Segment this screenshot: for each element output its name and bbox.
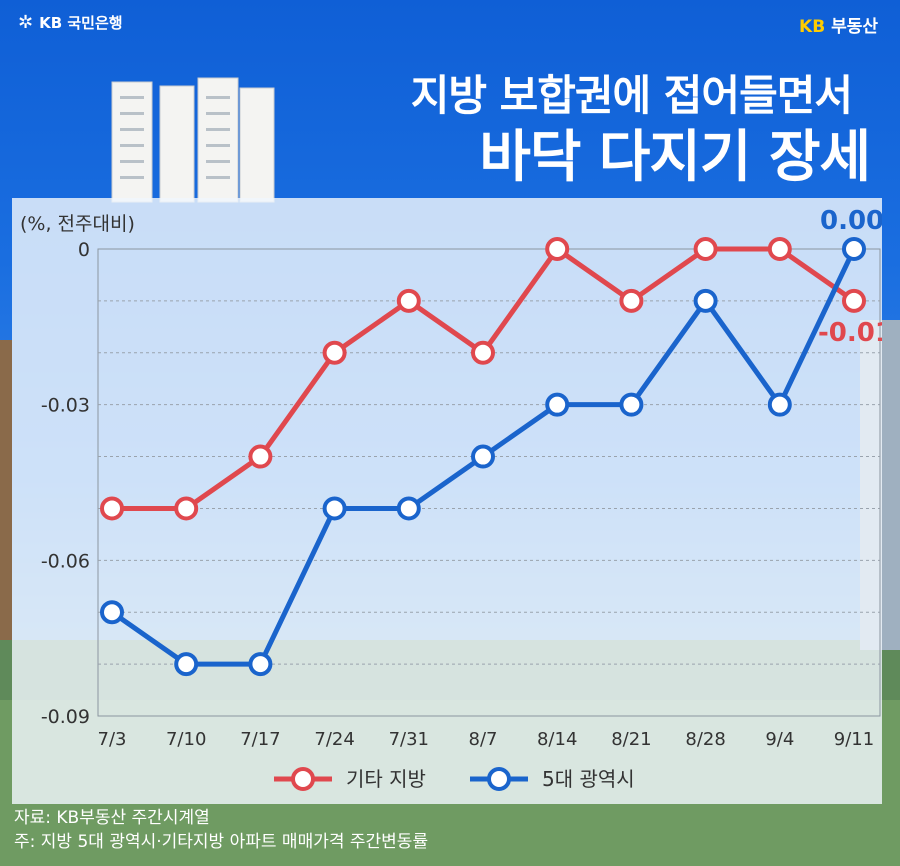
data-point-series-2 [545, 392, 570, 417]
data-point-series-1 [619, 288, 644, 313]
x-tick-label: 7/10 [166, 729, 206, 750]
data-point-series-1 [767, 237, 792, 261]
x-tick-label: 8/21 [611, 729, 651, 750]
legend-label-2: 5대 광역시 [542, 767, 635, 791]
data-point-series-2 [693, 288, 718, 313]
legend-marker-2 [487, 767, 511, 791]
title-line-2: 바닥 다지기 장세 [479, 125, 871, 190]
x-tick-label: 8/28 [685, 729, 725, 750]
end-label-series-2: 0.00 [820, 206, 882, 236]
data-point-series-1 [693, 237, 718, 261]
line-chart: 0 -0.03 -0.06 -0.09 (%, 전주대비) 7/3 7/10 7/17 7/24… [20, 206, 882, 791]
legend-label-1: 기타 지방 [346, 767, 426, 791]
data-point-series-2 [471, 444, 495, 469]
x-tick-label: 7/31 [389, 729, 429, 750]
bank-logo-text: KB 국민은행 [39, 14, 123, 32]
data-point-series-2 [248, 652, 273, 677]
x-tick-label: 8/7 [469, 729, 498, 750]
plot-area [97, 248, 881, 717]
data-point-series-1 [248, 444, 273, 469]
y-unit-label: (%, 전주대비) [20, 213, 135, 235]
brand-name: 부동산 [831, 17, 878, 37]
data-point-series-2 [396, 496, 421, 521]
x-tick-label: 7/3 [98, 729, 127, 750]
data-point-series-1 [471, 340, 495, 365]
x-tick-label: 9/4 [765, 729, 794, 750]
data-point-series-2 [767, 392, 792, 417]
series-line-1 [112, 246, 856, 511]
kb-real-estate-brand: KB 부동산 [799, 12, 878, 37]
title-line-1: 지방 보합권에 접어들면서 [410, 71, 853, 120]
data-point-series-2 [842, 237, 866, 261]
chart-panel: 0 -0.03 -0.06 -0.09 (%, 전주대비) 7/3 7/10 7/17 7/24… [12, 198, 882, 804]
data-point-series-1 [396, 288, 421, 313]
x-tick-label: 9/11 [834, 729, 874, 750]
brand-kb: KB [799, 17, 826, 37]
kb-bank-logo: ✲ KB 국민은행 [18, 12, 123, 33]
y-tick-label: -0.09 [41, 706, 90, 728]
y-tick-label: 0 [78, 239, 90, 261]
x-tick-label: 7/24 [314, 729, 354, 750]
y-tick-label: -0.06 [41, 550, 90, 572]
legend-marker-1 [291, 767, 315, 791]
source-line-2: 주: 지방 5대 광역시·기타지방 아파트 매매가격 주간변동률 [14, 832, 429, 852]
data-point-series-1 [100, 496, 124, 521]
x-tick-label: 8/14 [537, 729, 577, 750]
end-label-series-1: -0.01 [818, 318, 882, 348]
data-point-series-1 [322, 340, 347, 365]
data-point-series-2 [174, 652, 199, 677]
y-tick-label: -0.03 [41, 395, 90, 417]
data-point-series-2 [619, 392, 644, 417]
data-point-series-1 [545, 237, 570, 261]
x-tick-label: 7/17 [240, 729, 280, 750]
data-point-series-2 [100, 600, 124, 625]
source-note: 자료: KB부동산 주간시계열 주: 지방 5대 광역시·기타지방 아파트 매매… [14, 806, 428, 854]
data-point-series-1 [174, 496, 199, 521]
data-point-series-1 [842, 288, 866, 313]
data-point-series-2 [322, 496, 347, 521]
kb-star-icon: ✲ [18, 12, 34, 33]
source-line-1: 자료: KB부동산 주간시계열 [14, 808, 210, 828]
